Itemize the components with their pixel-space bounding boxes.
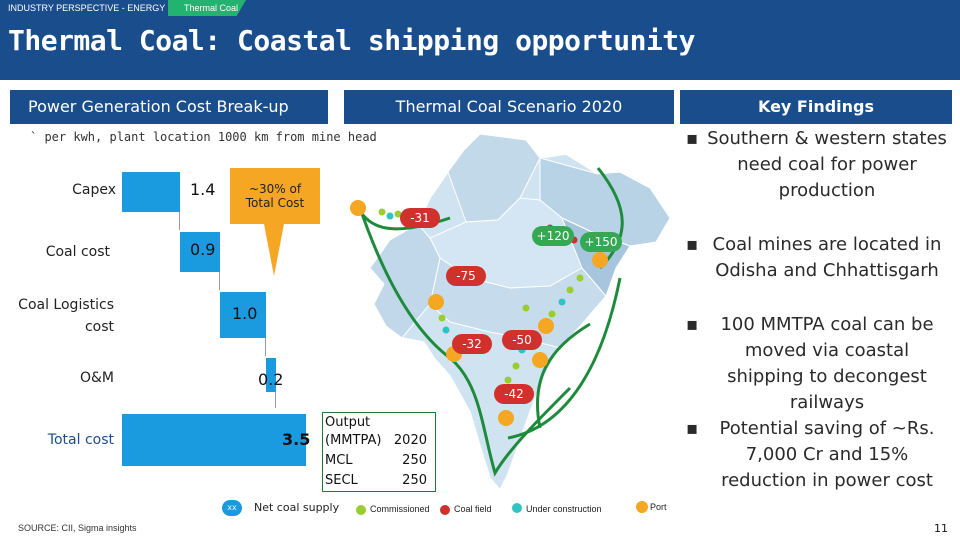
output-row-secl-value: 250 bbox=[402, 473, 427, 488]
bullet-icon: ▪ bbox=[686, 128, 699, 149]
value-om: 0.2 bbox=[258, 370, 284, 389]
connector-2 bbox=[219, 272, 220, 290]
breadcrumb-secondary[interactable]: Thermal Coal bbox=[168, 0, 246, 16]
output-header-2: (MMTPA) bbox=[325, 433, 382, 448]
row-label-capex: Capex bbox=[72, 182, 116, 198]
badge-deficit-maharashtra: -75 bbox=[446, 266, 486, 286]
breadcrumb-primary[interactable]: INDUSTRY PERSPECTIVE - ENERGY bbox=[0, 0, 168, 16]
badge-surplus-odisha: +150 bbox=[580, 232, 622, 252]
bullet-icon: ▪ bbox=[686, 234, 699, 255]
output-row-secl-name: SECL bbox=[325, 473, 358, 488]
legend-net-supply: Net coal supply bbox=[254, 501, 340, 514]
legend-port: Port bbox=[650, 502, 667, 512]
bullet-icon: ▪ bbox=[686, 418, 699, 439]
value-total-cost: 3.5 bbox=[282, 430, 311, 449]
bar-om bbox=[266, 358, 276, 392]
output-row-mcl-value: 250 bbox=[402, 453, 427, 468]
source-note: SOURCE: CII, Sigma insights bbox=[18, 523, 137, 533]
cost-unit-note: ` per kwh, plant location 1000 km from m… bbox=[30, 130, 377, 144]
legend-under-construction-dot bbox=[512, 503, 522, 513]
legend-commissioned-dot bbox=[356, 505, 366, 515]
badge-deficit-andhra: -50 bbox=[502, 330, 542, 350]
finding-3: ▪ 100 MMTPA coal can be moved via coasta… bbox=[686, 312, 950, 416]
connector-3 bbox=[265, 338, 266, 356]
section-cost-breakup-header: Power Generation Cost Break-up bbox=[10, 90, 328, 124]
connector-1 bbox=[179, 212, 180, 230]
finding-1-text: Southern & western states need coal for … bbox=[707, 128, 947, 201]
legend-under-construction: Under construction bbox=[526, 504, 602, 514]
bar-capex bbox=[122, 172, 180, 212]
output-header-1: Output bbox=[325, 415, 371, 430]
connector-4 bbox=[275, 392, 276, 408]
row-label-logistics-cost: Coal Logistics cost bbox=[18, 297, 114, 335]
row-label-coal-cost: Coal cost bbox=[45, 244, 110, 260]
badge-deficit-karnataka: -32 bbox=[452, 334, 492, 354]
section-key-findings-header: Key Findings bbox=[680, 90, 952, 124]
output-table: Output (MMTPA) 2020 MCL 250 SECL 250 bbox=[322, 412, 436, 492]
page-number: 11 bbox=[934, 522, 948, 535]
bar-coal-cost bbox=[180, 232, 220, 272]
legend-coal-field: Coal field bbox=[454, 504, 492, 514]
legend-net-badge: xx bbox=[222, 500, 242, 516]
callout-shape bbox=[230, 168, 320, 276]
badge-surplus-chhattisgarh: +120 bbox=[532, 226, 574, 246]
finding-2-text: Coal mines are located in Odisha and Chh… bbox=[712, 234, 942, 281]
callout-text: ~30% of Total Cost bbox=[245, 182, 305, 210]
bar-logistics-cost bbox=[220, 292, 266, 338]
badge-deficit-west: -31 bbox=[400, 208, 440, 228]
value-logistics-cost: 1.0 bbox=[232, 304, 258, 323]
finding-4: ▪ Potential saving of ~Rs. 7,000 Cr and … bbox=[686, 416, 950, 494]
legend-port-dot bbox=[636, 501, 648, 513]
legend-commissioned: Commissioned bbox=[370, 504, 430, 514]
row-label-total-cost: Total cost bbox=[47, 432, 114, 448]
page-title: Thermal Coal: Coastal shipping opportuni… bbox=[8, 24, 696, 57]
finding-4-text: Potential saving of ~Rs. 7,000 Cr and 15… bbox=[719, 418, 935, 491]
output-year: 2020 bbox=[393, 433, 427, 448]
finding-2: ▪ Coal mines are located in Odisha and C… bbox=[686, 232, 950, 284]
value-capex: 1.4 bbox=[190, 180, 216, 199]
output-row-mcl-name: MCL bbox=[325, 453, 353, 468]
finding-1: ▪ Southern & western states need coal fo… bbox=[686, 126, 950, 204]
bar-total-cost bbox=[122, 414, 306, 466]
badge-deficit-tamilnadu: -42 bbox=[494, 384, 534, 404]
finding-3-text: 100 MMTPA coal can be moved via coastal … bbox=[720, 314, 934, 413]
row-label-om: O&M bbox=[79, 370, 114, 386]
india-map bbox=[350, 133, 671, 492]
value-coal-cost: 0.9 bbox=[190, 240, 216, 259]
bullet-icon: ▪ bbox=[686, 314, 699, 335]
legend-coal-field-dot bbox=[440, 505, 450, 515]
section-scenario-header: Thermal Coal Scenario 2020 bbox=[344, 90, 674, 124]
